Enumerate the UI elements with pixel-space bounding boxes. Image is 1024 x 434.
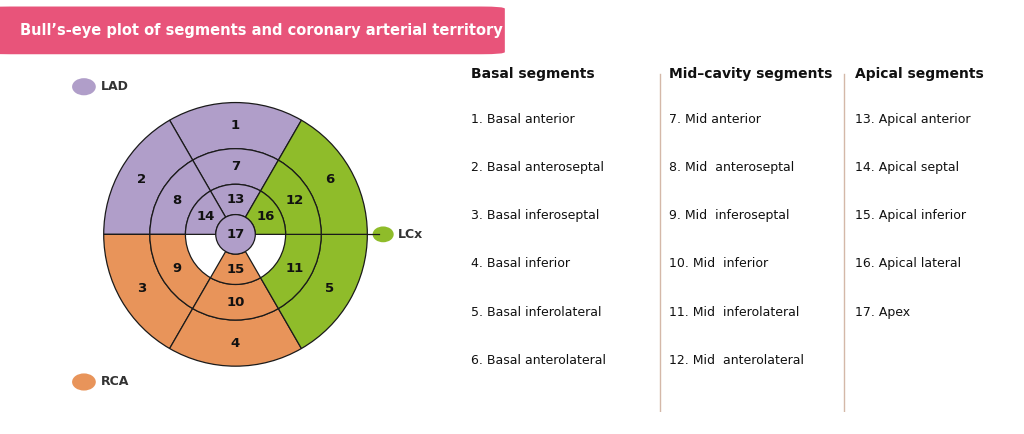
Text: LAD: LAD xyxy=(101,80,129,93)
Text: 4. Basal inferior: 4. Basal inferior xyxy=(471,257,570,270)
Text: Basal segments: Basal segments xyxy=(471,67,595,81)
Text: 15: 15 xyxy=(226,263,245,276)
Text: Mid–cavity segments: Mid–cavity segments xyxy=(669,67,831,81)
Text: 10. Mid  inferior: 10. Mid inferior xyxy=(669,257,768,270)
Text: 13. Apical anterior: 13. Apical anterior xyxy=(855,113,971,126)
Text: 9. Mid  inferoseptal: 9. Mid inferoseptal xyxy=(669,210,790,223)
Text: Bull’s-eye plot of segments and coronary arterial territory: Bull’s-eye plot of segments and coronary… xyxy=(19,23,503,38)
Text: 1: 1 xyxy=(231,119,240,132)
FancyBboxPatch shape xyxy=(0,7,505,54)
Text: 11. Mid  inferolateral: 11. Mid inferolateral xyxy=(669,306,799,319)
Text: 6. Basal anterolateral: 6. Basal anterolateral xyxy=(471,354,606,367)
Wedge shape xyxy=(260,234,322,309)
Wedge shape xyxy=(193,278,279,320)
Text: 2. Basal anteroseptal: 2. Basal anteroseptal xyxy=(471,161,604,174)
Text: 6: 6 xyxy=(325,174,334,187)
Text: 9: 9 xyxy=(172,262,181,275)
Text: 16. Apical lateral: 16. Apical lateral xyxy=(855,257,961,270)
Wedge shape xyxy=(103,234,193,349)
Text: 3: 3 xyxy=(137,282,146,295)
Text: LCx: LCx xyxy=(397,228,423,241)
Wedge shape xyxy=(170,102,301,160)
Wedge shape xyxy=(260,160,322,234)
Text: 5: 5 xyxy=(326,282,334,295)
Text: 8. Mid  anteroseptal: 8. Mid anteroseptal xyxy=(669,161,794,174)
Text: 3. Basal inferoseptal: 3. Basal inferoseptal xyxy=(471,210,600,223)
Wedge shape xyxy=(185,191,225,234)
Wedge shape xyxy=(246,191,286,234)
Text: 15. Apical inferior: 15. Apical inferior xyxy=(855,210,966,223)
Text: RCA: RCA xyxy=(101,375,129,388)
Wedge shape xyxy=(150,234,211,309)
Wedge shape xyxy=(103,120,193,234)
Wedge shape xyxy=(193,149,279,191)
Text: 12. Mid  anterolateral: 12. Mid anterolateral xyxy=(669,354,804,367)
Text: 14. Apical septal: 14. Apical septal xyxy=(855,161,959,174)
Ellipse shape xyxy=(72,373,96,391)
Text: 1. Basal anterior: 1. Basal anterior xyxy=(471,113,575,126)
Ellipse shape xyxy=(72,78,96,95)
Text: 11: 11 xyxy=(285,262,303,275)
Wedge shape xyxy=(279,120,368,234)
Wedge shape xyxy=(150,160,211,234)
Text: 13: 13 xyxy=(226,193,245,206)
Wedge shape xyxy=(170,309,301,366)
Text: 12: 12 xyxy=(285,194,303,207)
Text: 16: 16 xyxy=(257,210,275,224)
Text: 7: 7 xyxy=(231,160,240,173)
Text: 17. Apex: 17. Apex xyxy=(855,306,910,319)
Text: 10: 10 xyxy=(226,296,245,309)
Text: 2: 2 xyxy=(137,174,145,187)
Text: 5. Basal inferolateral: 5. Basal inferolateral xyxy=(471,306,602,319)
Text: 14: 14 xyxy=(196,210,214,224)
Text: 4: 4 xyxy=(230,337,241,350)
Text: 8: 8 xyxy=(172,194,181,207)
Text: Apical segments: Apical segments xyxy=(855,67,984,81)
Ellipse shape xyxy=(373,227,393,242)
Text: 7. Mid anterior: 7. Mid anterior xyxy=(669,113,761,126)
Wedge shape xyxy=(279,234,368,349)
Wedge shape xyxy=(211,251,260,284)
Circle shape xyxy=(216,214,255,254)
Wedge shape xyxy=(211,184,260,217)
Text: 17: 17 xyxy=(226,228,245,241)
